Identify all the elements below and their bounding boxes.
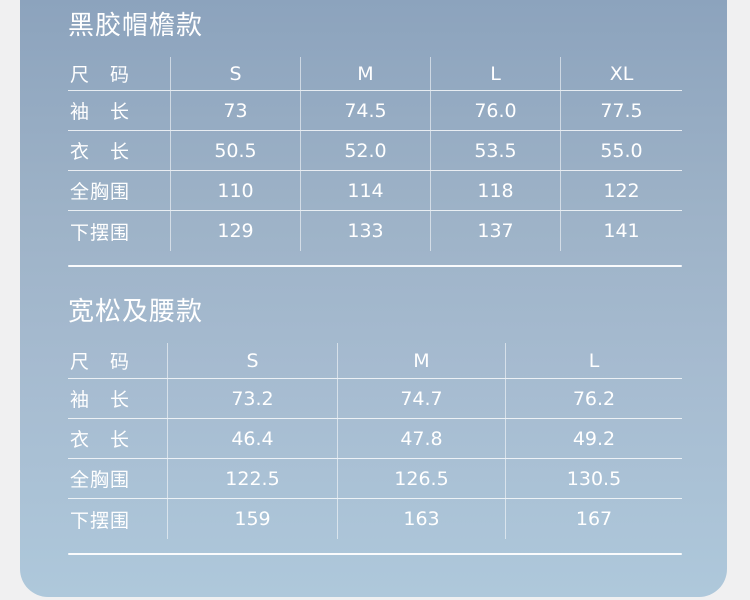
table-cell: 114: [300, 171, 430, 210]
row-label: 下摆围: [70, 221, 131, 244]
header-cell-xl: XL: [560, 57, 682, 90]
table-cell: 73: [170, 91, 300, 130]
section-title-loose-waist: 宽松及腰款: [68, 297, 204, 327]
table-cell: 122.5: [167, 459, 337, 498]
header-cell-size: 尺 码: [70, 351, 131, 373]
table-cell: 126.5: [337, 459, 505, 498]
table-cell: 118: [430, 171, 560, 210]
row-label: 衣 长: [70, 141, 131, 163]
table-row-hem: 下摆围 159 163 167: [68, 499, 682, 539]
table-cell: 74.7: [337, 379, 505, 418]
header-cell-l: L: [505, 343, 682, 378]
section-divider: [68, 553, 682, 555]
table-cell: 52.0: [300, 131, 430, 170]
row-label: 袖 长: [70, 389, 131, 411]
table-cell: 129: [170, 211, 300, 251]
header-cell-s: S: [167, 343, 337, 378]
table-cell: 133: [300, 211, 430, 251]
table-row-bust: 全胸围 122.5 126.5 130.5: [68, 459, 682, 499]
table-cell: 130.5: [505, 459, 682, 498]
header-cell-m: M: [300, 57, 430, 90]
row-label: 衣 长: [70, 429, 131, 451]
table-header-row: 尺 码 S M L XL: [68, 57, 682, 91]
header-cell-size: 尺 码: [70, 64, 131, 86]
table-row-sleeve-length: 袖 长 73.2 74.7 76.2: [68, 379, 682, 419]
header-cell-m: M: [337, 343, 505, 378]
table-cell: 167: [505, 499, 682, 539]
table-row-garment-length: 衣 长 46.4 47.8 49.2: [68, 419, 682, 459]
table-cell: 73.2: [167, 379, 337, 418]
table-cell: 76.0: [430, 91, 560, 130]
table-cell: 50.5: [170, 131, 300, 170]
table-cell: 141: [560, 211, 682, 251]
row-label: 全胸围: [70, 181, 131, 203]
section-title-vinyl-brim: 黑胶帽檐款: [68, 11, 204, 41]
row-label: 袖 长: [70, 101, 131, 123]
table-row-hem: 下摆围 129 133 137 141: [68, 211, 682, 251]
table-header-row: 尺 码 S M L: [68, 343, 682, 379]
header-cell-l: L: [430, 57, 560, 90]
size-chart-panel: 黑胶帽檐款 尺 码 S M L XL 袖 长 73 74.5 76.0 77.5: [20, 0, 727, 597]
table-cell: 55.0: [560, 131, 682, 170]
table-cell: 110: [170, 171, 300, 210]
section-divider: [68, 265, 682, 267]
row-label: 下摆围: [70, 509, 131, 532]
table-cell: 122: [560, 171, 682, 210]
table-cell: 47.8: [337, 419, 505, 458]
header-cell-s: S: [170, 57, 300, 90]
table-cell: 77.5: [560, 91, 682, 130]
size-table-vinyl-brim: 尺 码 S M L XL 袖 长 73 74.5 76.0 77.5 衣 长 5…: [68, 57, 682, 251]
size-table-loose-waist: 尺 码 S M L 袖 长 73.2 74.7 76.2 衣 长 46.4 47…: [68, 343, 682, 539]
table-row-bust: 全胸围 110 114 118 122: [68, 171, 682, 211]
table-cell: 137: [430, 211, 560, 251]
table-cell: 53.5: [430, 131, 560, 170]
table-cell: 46.4: [167, 419, 337, 458]
table-row-sleeve-length: 袖 长 73 74.5 76.0 77.5: [68, 91, 682, 131]
section-loose-waist-style: 宽松及腰款 尺 码 S M L 袖 长 73.2 74.7 76.2 衣 长 4…: [68, 298, 682, 555]
table-cell: 49.2: [505, 419, 682, 458]
table-cell: 163: [337, 499, 505, 539]
table-cell: 76.2: [505, 379, 682, 418]
table-cell: 159: [167, 499, 337, 539]
table-cell: 74.5: [300, 91, 430, 130]
section-vinyl-brim-style: 黑胶帽檐款 尺 码 S M L XL 袖 长 73 74.5 76.0 77.5: [68, 12, 682, 267]
row-label: 全胸围: [70, 469, 131, 491]
table-row-garment-length: 衣 长 50.5 52.0 53.5 55.0: [68, 131, 682, 171]
